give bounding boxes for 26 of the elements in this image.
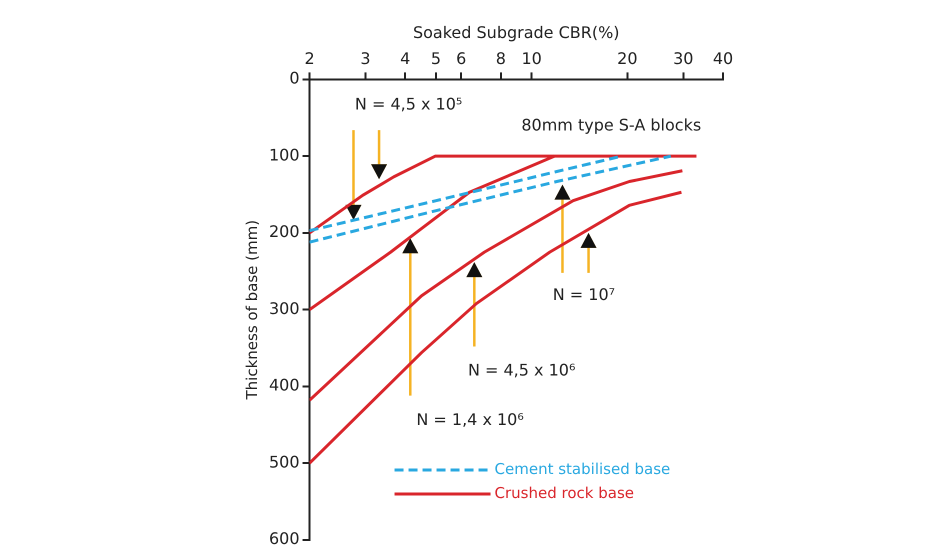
y-tick-label: 600 [268,529,300,548]
x-tick-label: 4 [400,48,410,68]
text: Cement stabilised base [494,460,670,478]
x-tick-label: 2 [304,48,315,68]
y-tick-label: 300 [268,298,300,318]
annotation: N = 4,5 x 10⁵ [354,94,462,114]
x-tick-label: 10 [521,48,542,68]
annotation: N = 1,4 x 10⁶ [416,410,524,430]
x-tick-label: 20 [617,48,638,68]
x-tick-label: 8 [496,48,506,68]
annotation: 80mm type S-A blocks [521,115,702,134]
x-tick-label: 40 [712,48,734,68]
x-tick-label: 6 [456,48,466,68]
y-tick-label: 400 [268,376,300,395]
y-tick-label: 500 [268,452,300,472]
x-tick-label: 5 [430,48,442,68]
y-tick-label: 100 [268,145,300,164]
y-tick-label: 200 [268,222,300,242]
annotation: N = 4,5 x 10⁶ [468,360,576,380]
text: Crushed rock base [494,484,634,502]
x-tick-label: 3 [360,48,371,68]
y-axis-title: Thickness of base (mm) [242,220,261,400]
annotation: N = 10⁷ [552,285,616,304]
x-axis-title: Soaked Subgrade CBR(%) [412,22,620,42]
x-tick-label: 30 [673,48,694,68]
y-tick-label: 0 [289,68,300,88]
